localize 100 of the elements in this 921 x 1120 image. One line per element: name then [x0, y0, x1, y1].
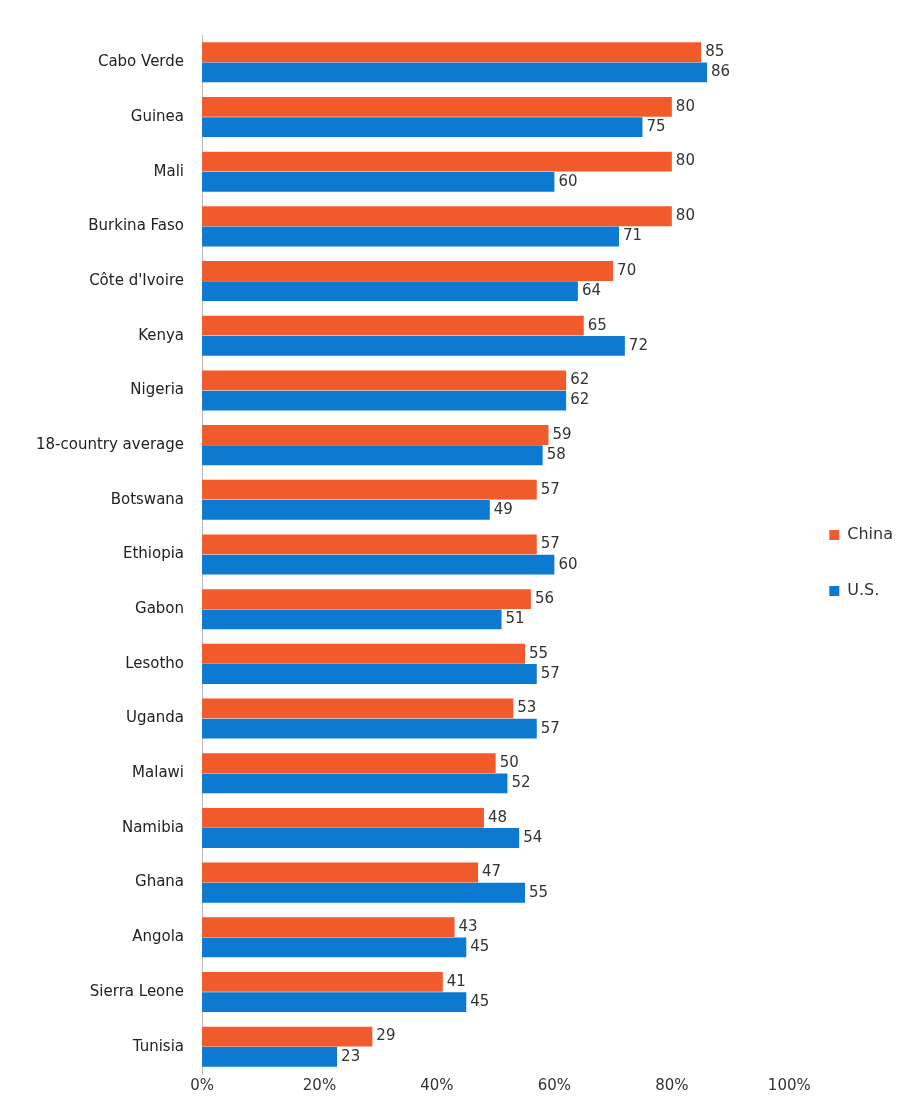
data-label: 45 [470, 991, 490, 1010]
data-label: 48 [487, 807, 508, 826]
bar [202, 281, 578, 302]
bar [202, 62, 708, 83]
y-tick-label: Kenya [138, 325, 185, 344]
bar [202, 862, 479, 883]
y-tick-label: Guinea [130, 106, 185, 125]
bar [202, 370, 567, 391]
bar [202, 773, 508, 794]
legend-label: China [847, 524, 893, 544]
y-tick-label: Botswana [110, 489, 185, 508]
data-label: 64 [581, 281, 601, 300]
bar [202, 643, 526, 664]
data-label: 80 [675, 151, 695, 170]
y-tick-label: Ethiopia [122, 544, 185, 563]
data-label: 41 [446, 971, 466, 990]
data-label: 58 [546, 445, 566, 464]
bar [202, 753, 496, 774]
data-label: 57 [540, 534, 560, 553]
data-label: 54 [523, 827, 543, 846]
data-label: 55 [529, 882, 549, 901]
x-tick-label: 0% [190, 1075, 214, 1094]
data-label: 57 [540, 479, 560, 498]
data-label: 52 [511, 773, 531, 792]
data-label: 75 [646, 117, 666, 136]
data-label: 60 [558, 171, 578, 190]
bar [202, 500, 490, 520]
data-label: 80 [675, 96, 695, 115]
bar [202, 151, 672, 172]
bar [202, 828, 520, 848]
bar [202, 390, 567, 411]
y-tick-label: Malawi [132, 763, 185, 782]
data-label: 86 [711, 62, 731, 81]
data-label: 60 [558, 554, 578, 573]
bar [202, 97, 672, 117]
x-tick-label: 80% [655, 1075, 689, 1094]
data-label: 53 [517, 698, 537, 717]
data-label: 59 [552, 424, 572, 443]
data-label: 45 [470, 937, 490, 956]
bar [202, 664, 537, 684]
y-tick-label: Cabo Verde [97, 52, 185, 71]
data-label: 29 [376, 1026, 396, 1045]
data-label: 65 [587, 315, 607, 334]
bar [202, 171, 555, 192]
data-label: 55 [529, 643, 549, 662]
bar [202, 315, 584, 336]
bar [202, 206, 672, 227]
bar [202, 226, 619, 247]
bar [202, 479, 537, 500]
y-tick-label: Uganda [126, 708, 185, 727]
y-tick-label: Nigeria [130, 380, 185, 399]
bar [202, 335, 625, 356]
data-label: 70 [617, 260, 637, 279]
y-tick-label: Angola [132, 927, 185, 946]
x-tick-label: 100% [767, 1075, 811, 1094]
data-label: 51 [505, 609, 525, 628]
y-tick-label: Sierra Leone [89, 981, 185, 1000]
bar [202, 261, 614, 281]
y-tick-label: Namibia [121, 817, 185, 836]
data-label: 57 [540, 663, 560, 682]
bar [202, 589, 531, 609]
bar [202, 992, 467, 1013]
y-tick-label: Mali [153, 161, 185, 180]
bar [202, 937, 467, 958]
bar [202, 882, 526, 903]
bar [202, 534, 537, 555]
bar [202, 718, 537, 739]
x-tick-label: 60% [537, 1075, 572, 1094]
y-tick-label: Gabon [135, 599, 185, 618]
bar [202, 42, 702, 63]
data-label: 47 [482, 862, 502, 881]
data-label: 71 [622, 226, 643, 245]
bar [202, 917, 455, 938]
data-label: 56 [534, 588, 554, 607]
data-label: 49 [493, 499, 513, 518]
bar [202, 1026, 373, 1047]
data-label: 50 [499, 753, 519, 772]
x-tick-label: 20% [302, 1075, 337, 1094]
data-label: 43 [458, 917, 478, 936]
bar [202, 425, 549, 445]
data-label: 85 [705, 42, 725, 61]
x-tick-label: 40% [420, 1075, 454, 1094]
y-tick-label: Côte d'Ivoire [89, 270, 185, 289]
data-label: 62 [570, 390, 590, 409]
data-label: 57 [540, 718, 560, 737]
bar [202, 554, 555, 575]
y-tick-label: Burkina Faso [88, 216, 185, 235]
data-label: 23 [341, 1046, 361, 1065]
bar [202, 445, 543, 466]
data-label: 80 [675, 206, 695, 225]
y-tick-label: 18-country average [35, 435, 185, 454]
legend-label: U.S. [847, 580, 880, 600]
bar [202, 971, 443, 992]
data-label: 62 [570, 370, 590, 389]
y-tick-label: Lesotho [125, 653, 185, 672]
bar [202, 807, 484, 828]
bar [202, 698, 514, 719]
y-tick-label: Tunisia [131, 1036, 185, 1055]
y-tick-label: Ghana [135, 872, 185, 891]
data-label: 72 [628, 335, 648, 354]
